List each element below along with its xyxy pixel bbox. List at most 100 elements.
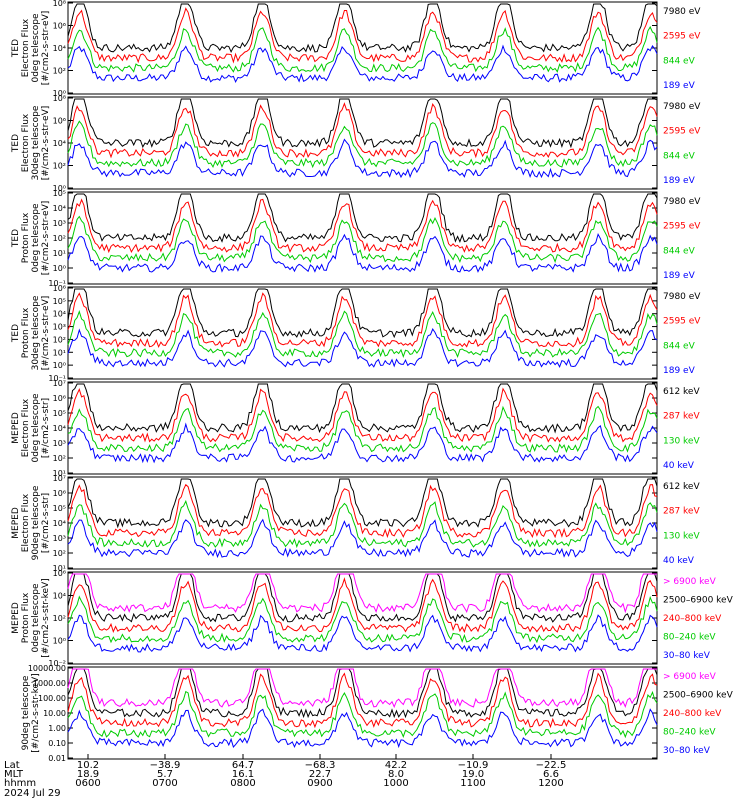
panel-3: 10⁵ 10⁴ 10³ 10² 10¹ 10⁰ 10⁻¹ TED Proton Flux 0deg… — [11, 189, 701, 288]
series-line — [67, 708, 658, 749]
y-tick-label: 10⁶ — [53, 569, 66, 578]
series-line — [67, 288, 658, 339]
legend-entry: 240–800 keV — [663, 709, 722, 719]
x-tick-lat: −22.5 — [536, 760, 567, 771]
panel-7: 10⁶ 10⁴ 10² 10⁰ 10⁻² MEPED Proton Flux 0deg tel… — [11, 569, 734, 668]
y-axis-label: 90deg telescope — [31, 485, 41, 560]
series-line — [67, 193, 658, 244]
y-axis-label: MEPED — [11, 507, 21, 539]
x-tick-lat: 64.7 — [232, 760, 254, 771]
x-tick-hhmm: 0900 — [307, 778, 332, 789]
x-tick-hhmm: 1200 — [538, 778, 563, 789]
legend-entry: 844 eV — [663, 341, 696, 351]
legend-entry: > 6900 keV — [663, 672, 717, 682]
x-tick-lat: 10.2 — [77, 760, 99, 771]
y-tick-label: 10³ — [53, 323, 66, 332]
legend-entry: > 6900 keV — [663, 577, 717, 587]
y-axis-label: TED — [11, 324, 21, 343]
panel-6: 10⁷ 10⁶ 10⁵ 10⁴ 10³ 10² 10¹ MEPED Electron Flux 9… — [11, 474, 700, 573]
series-line — [67, 232, 658, 273]
y-tick-label: 10⁻¹ — [48, 374, 66, 383]
y-axis-label: Electron Flux — [21, 113, 31, 172]
y-tick-label: 10⁶ — [53, 394, 66, 403]
panel-frame — [67, 571, 658, 665]
legend-entry: 7980 eV — [663, 292, 701, 302]
y-tick-label: 1.00 — [48, 724, 66, 733]
series-line — [67, 387, 658, 443]
y-tick-label: 10⁻² — [48, 659, 66, 668]
series-line — [67, 198, 658, 254]
legend-entry: 40 keV — [663, 556, 695, 566]
y-tick-label: 10² — [53, 614, 66, 623]
series-line — [67, 690, 658, 739]
y-tick-label: 10⁴ — [53, 519, 66, 528]
x-tick-hhmm: 0600 — [75, 778, 100, 789]
series-line — [67, 3, 658, 53]
legend-entry: 844 eV — [663, 151, 696, 161]
panel-1: 10⁸ 10⁶ 10⁴ 10² 10⁰ TED Electron Flux 0deg tele… — [11, 0, 701, 98]
series-line — [67, 310, 658, 359]
legend-entry: 2595 eV — [663, 127, 701, 137]
legend-entry: 30–80 keV — [663, 651, 711, 661]
legend-entry: 40 keV — [663, 461, 695, 471]
y-tick-label: 10⁻¹ — [48, 279, 66, 288]
y-tick-label: 10⁰ — [53, 89, 66, 98]
y-axis-label: MEPED — [11, 602, 21, 634]
y-tick-label: 10² — [53, 549, 66, 558]
y-axis-label: [#/cm2-s-str-keV] — [31, 673, 41, 752]
y-axis-label: Proton Flux — [21, 592, 31, 643]
legend-entry: 612 keV — [663, 387, 700, 397]
legend-entry: 2595 eV — [663, 222, 701, 232]
y-tick-label: 10³ — [53, 534, 66, 543]
y-tick-label: 10¹ — [53, 249, 66, 258]
series-line — [67, 215, 658, 264]
y-axis-label: [#/cm2-s-str] — [41, 493, 51, 553]
x-tick-mlt: 16.1 — [232, 769, 254, 780]
series-line — [67, 668, 657, 709]
y-tick-label: 10⁷ — [53, 379, 66, 388]
legend-entry: 240–800 keV — [663, 614, 722, 624]
panel-8: 10000.00 1000.00 100.00 10.00 1.00 0.10 0.01 90… — [21, 664, 734, 763]
y-tick-label: 1000.00 — [33, 679, 66, 688]
y-tick-label: 10⁶ — [53, 489, 66, 498]
legend-entry: 130 keV — [663, 531, 700, 541]
y-axis-label: 30deg telescope — [31, 295, 41, 370]
x-tick-mlt: 6.6 — [543, 769, 559, 780]
y-tick-label: 10⁰ — [53, 361, 66, 370]
y-tick-label: 10³ — [53, 439, 66, 448]
series-line — [67, 577, 658, 634]
y-tick-label: 10000.00 — [28, 664, 66, 673]
series-line — [67, 405, 658, 454]
x-tick-mlt: 22.7 — [309, 769, 331, 780]
legend-entry: 189 eV — [663, 366, 696, 376]
y-tick-label: 10⁶ — [53, 117, 66, 126]
y-axis-label: 30deg telescope — [31, 105, 41, 180]
y-axis-label: TED — [11, 39, 21, 58]
panel-frame — [67, 286, 658, 380]
panel-5: 10⁷ 10⁶ 10⁵ 10⁴ 10³ 10² 10¹ MEPED Electron Flux 0… — [11, 379, 700, 478]
y-axis-label: [#/cm2-s-str-eV] — [41, 296, 51, 371]
y-tick-label: 10⁵ — [53, 409, 66, 418]
series-line — [67, 483, 658, 539]
series-line — [67, 383, 658, 434]
series-line — [67, 7, 658, 64]
y-axis-label: [#/cm2-s-str-eV] — [41, 11, 51, 86]
x-tick-mlt: 18.9 — [77, 769, 99, 780]
y-axis-label: 0deg telescope — [31, 393, 41, 463]
legend-entry: 7980 eV — [663, 102, 701, 112]
legend-entry: 189 eV — [663, 81, 696, 91]
y-axis-label: Electron Flux — [21, 493, 31, 552]
y-tick-label: 10⁵ — [53, 504, 66, 513]
y-tick-label: 10⁸ — [53, 94, 66, 103]
y-tick-label: 10⁸ — [53, 0, 66, 8]
series-line — [67, 573, 657, 614]
y-axis-label: [#/cm2-s-str] — [41, 398, 51, 458]
x-tick-lat: −38.9 — [150, 760, 181, 771]
x-tick-lat: 42.2 — [385, 760, 407, 771]
x-tick-mlt: 5.7 — [157, 769, 173, 780]
legend-entry: 130 keV — [663, 436, 700, 446]
series-line — [67, 138, 658, 179]
panel-frame — [67, 96, 658, 190]
x-row-label-mlt: MLT — [4, 769, 24, 780]
